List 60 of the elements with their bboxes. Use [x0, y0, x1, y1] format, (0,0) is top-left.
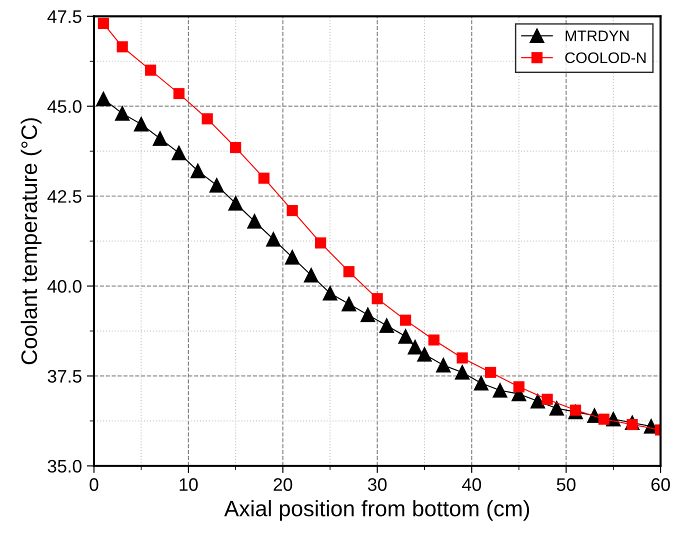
point — [398, 329, 413, 344]
y-axis-title: Coolant temperature (°C) — [20, 118, 42, 364]
point — [454, 365, 470, 380]
legend-label: COOLOD-N — [565, 52, 646, 64]
point — [96, 92, 111, 106]
point — [372, 293, 383, 304]
point — [485, 366, 496, 378]
point — [286, 204, 298, 216]
y-tick-label: 42.5 — [47, 190, 82, 203]
point — [247, 214, 262, 229]
legend-label: MTRDYN — [566, 30, 629, 42]
x-tick-label: 40 — [462, 478, 482, 491]
point — [209, 178, 224, 193]
point — [284, 250, 300, 265]
point — [322, 286, 338, 301]
point — [258, 172, 270, 184]
y-tick-label: 40.0 — [47, 280, 82, 293]
point — [436, 358, 451, 372]
point — [530, 394, 546, 408]
x-tick-label: 10 — [180, 478, 198, 491]
point — [116, 41, 128, 52]
point — [228, 196, 243, 211]
point — [190, 164, 206, 178]
point — [152, 131, 168, 146]
point — [598, 414, 610, 425]
point — [513, 381, 524, 392]
point — [408, 340, 422, 354]
point — [342, 296, 356, 312]
point — [417, 347, 432, 362]
point — [315, 237, 326, 248]
point — [202, 113, 213, 124]
point — [474, 376, 488, 390]
point — [549, 401, 564, 416]
point — [343, 266, 354, 278]
y-tick-label: 45.0 — [47, 100, 82, 113]
point — [134, 116, 148, 132]
point — [492, 383, 508, 398]
point — [379, 318, 394, 333]
x-tick-label: 50 — [556, 478, 576, 491]
y-tick-label: 35.0 — [48, 460, 82, 473]
y-tick-label: 47.5 — [47, 10, 82, 24]
point — [304, 268, 318, 283]
x-tick-label: 0 — [90, 478, 98, 491]
point — [115, 106, 130, 121]
point — [230, 142, 242, 154]
point — [145, 64, 156, 76]
x-tick-label: 60 — [651, 478, 670, 491]
x-axis-title: Axial position from bottom (cm) — [224, 500, 530, 521]
y-tick-label: 37.5 — [48, 370, 82, 383]
point — [428, 334, 440, 346]
point — [456, 352, 468, 364]
point — [542, 394, 553, 405]
x-tick-label: 20 — [274, 478, 292, 491]
x-tick-label: 30 — [368, 478, 387, 491]
point — [360, 308, 376, 322]
point — [400, 314, 412, 326]
point — [266, 232, 281, 247]
point — [173, 88, 185, 100]
point — [172, 146, 186, 160]
point — [98, 18, 109, 30]
